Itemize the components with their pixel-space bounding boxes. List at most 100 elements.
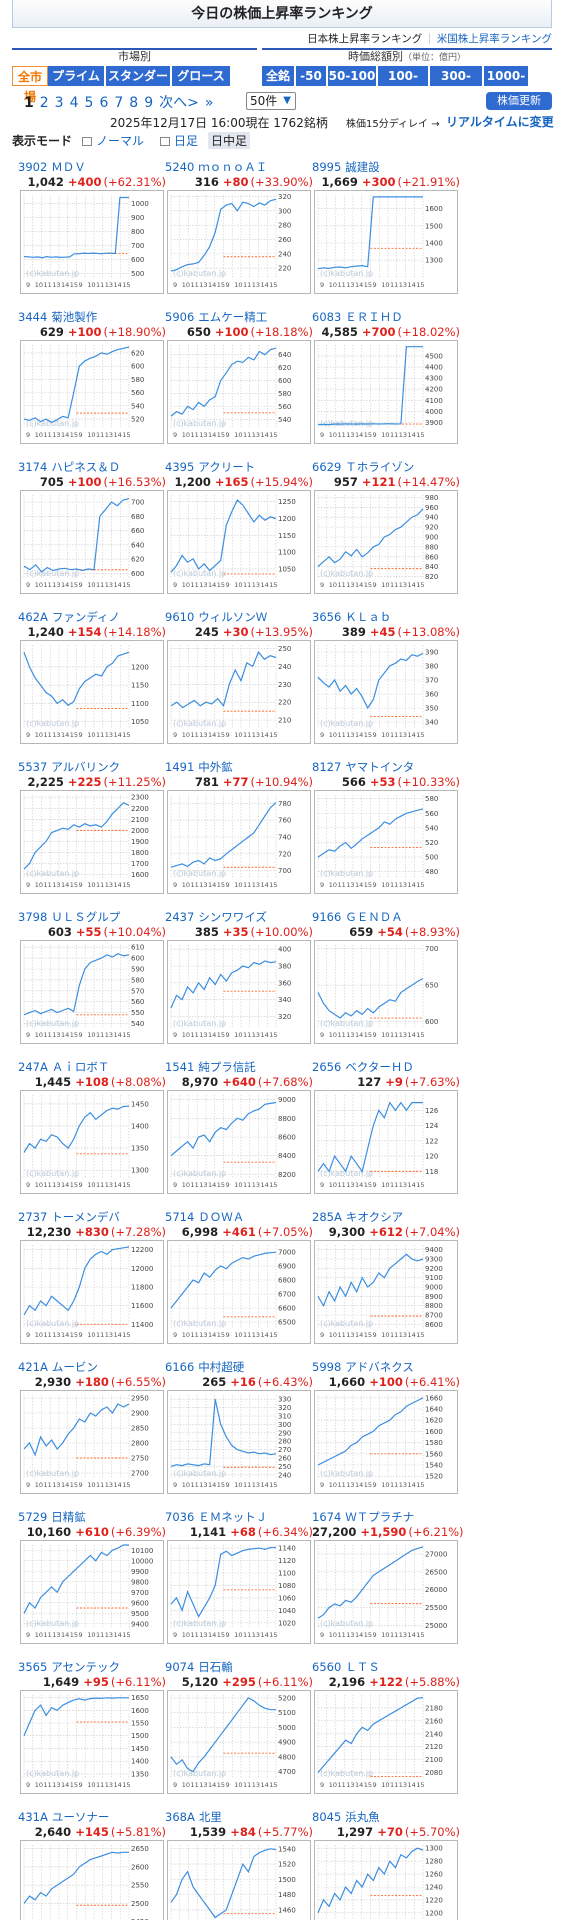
stock-title[interactable]: 431A ユーソナー <box>18 1810 168 1825</box>
intraday-chart[interactable]: 2650260025502500245091011131415910111314… <box>20 1840 164 1920</box>
stock-card[interactable]: 285A キオクシア 9,300 +612 (+7.04%) 9400 9300 9200 91… <box>312 1210 462 1350</box>
stock-card[interactable]: 9166 ＧＥＮＤＡ 659 +54 (+8.93%) 700 650 600 9 10 11 13 1… <box>312 910 462 1050</box>
intraday-chart[interactable]: 700 650 600 9 10 11 13 14 15 9 10 11 13 14 15 (c)kabuta… <box>314 940 458 1044</box>
intraday-chart[interactable]: 980 960 940 920 900 880 860 840 820 9 10 11 13 14 15 9 1… <box>314 490 458 594</box>
intraday-chart[interactable]: 10100 10000 9900 9800 9700 9600 9500 9400 9 10 11 1… <box>20 1540 164 1644</box>
intraday-chart[interactable]: 330 320 310 300 290 280 270 260 250 240 9 10 11 13 14 1… <box>167 1390 311 1494</box>
intraday-chart[interactable]: 250 240 230 220 210 9 10 11 13 14 15 9 10 11 13 14 15 (c)… <box>167 640 311 744</box>
stock-title[interactable]: 9074 日石輸 <box>165 1660 315 1675</box>
stock-title[interactable]: 1541 純プラ信託 <box>165 1060 315 1075</box>
stock-card[interactable]: 5537 アルバリンク 2,225 +225 (+11.25%) 2300 2200 2100… <box>18 760 168 900</box>
stock-card[interactable]: 8995 誠建設 1,669 +300 (+21.91%) 1600 1500 1400 130… <box>312 160 462 300</box>
stock-title[interactable]: 4395 アクリート <box>165 460 315 475</box>
stock-card[interactable]: 6166 中村超硬 265 +16 (+6.43%) 330 320 310 300 290 280… <box>165 1360 315 1500</box>
intraday-chart[interactable]: 27000 26500 26000 25500 25000 9 10 11 13 14 15 9 10 1… <box>314 1540 458 1644</box>
intraday-chart[interactable]: 640 620 600 580 560 540 9 10 11 13 14 15 9 10 11 13 14 15… <box>167 340 311 444</box>
intraday-chart[interactable]: 700 680 660 640 620 600 9 10 11 13 14 15 9 10 11 13 14 15… <box>20 490 164 594</box>
stock-card[interactable]: 3656 ＫＬａｂ 389 +45 (+13.08%) 390 380 370 360 350 34… <box>312 610 462 750</box>
stock-card[interactable]: 5240 ｍｏｎｏＡＩ 316 +80 (+33.90%) 320 300 280 260 240… <box>165 160 315 300</box>
update-prices-button[interactable]: 株価更新 <box>486 92 552 110</box>
stock-card[interactable]: 4395 アクリート 1,200 +165 (+15.94%) 1250 1200 1150 1… <box>165 460 315 600</box>
last-page-link[interactable]: » <box>204 95 214 111</box>
stock-title[interactable]: 8127 ヤマトインタ <box>312 760 462 775</box>
intraday-chart[interactable]: 12200 12000 11800 11600 11400 9 10 11 13 14 15 9 10 1… <box>20 1240 164 1344</box>
stock-title[interactable]: 2737 トーメンデバ <box>18 1210 168 1225</box>
stock-card[interactable]: 5729 日精鉱 10,160 +610 (+6.39%) 10100 10000 9900 9… <box>18 1510 168 1650</box>
stock-card[interactable]: 8127 ヤマトインタ 566 +53 (+10.33%) 580 560 540 520 500… <box>312 760 462 900</box>
stock-card[interactable]: 1541 純プラ信託 8,970 +640 (+7.68%) 9000 8800 8600 84… <box>165 1060 315 1200</box>
next-page-link[interactable]: 次へ> <box>159 95 199 111</box>
stock-card[interactable]: 2737 トーメンデバ 12,230 +830 (+7.28%) 12200 12000 11… <box>18 1210 168 1350</box>
stock-card[interactable]: 3902 ＭＤＶ 1,042 +400 (+62.31%) 1000 900 800 700 60… <box>18 160 168 300</box>
page-link-1[interactable]: 1 <box>24 95 34 111</box>
intraday-chart[interactable]: 1140 1120 1100 1080 1060 1040 1020 9 10 11 13 14 15 9… <box>167 1540 311 1644</box>
stock-card[interactable]: 6083 ＥＲＩＨＤ 4,585 +700 (+18.02%) 4500 4400 4300 4… <box>312 310 462 450</box>
stock-card[interactable]: 247A ＡｉロボＴ 1,445 +108 (+8.08%) 1450 1400 1350 13… <box>18 1060 168 1200</box>
stock-title[interactable]: 5998 アドバネクス <box>312 1360 462 1375</box>
intraday-chart[interactable]: 1540152015001480146014409101113141591011… <box>167 1840 311 1920</box>
intraday-chart[interactable]: 390 380 370 360 350 340 9 10 11 13 14 15 9 10 11 13 14 15… <box>314 640 458 744</box>
stock-title[interactable]: 7036 ＥＭネットＪ <box>165 1510 315 1525</box>
stock-card[interactable]: 7036 ＥＭネットＪ 1,141 +68 (+6.34%) 1140 1120 1100 10… <box>165 1510 315 1650</box>
intraday-chart[interactable]: 320 300 280 260 240 220 9 10 11 13 14 15 9 10 11 13 14 15… <box>167 190 311 294</box>
stock-card[interactable]: 2656 ベクターＨＤ 127 +9 (+7.63%) 126 124 122 120 118 9 1… <box>312 1060 462 1200</box>
stock-card[interactable]: 8045 浜丸魚 1,297 +70 (+5.70%) 1300 1280 1260 1240 1… <box>312 1810 462 1920</box>
page-link-4[interactable]: 4 <box>69 95 79 111</box>
stock-card[interactable]: 1491 中外鉱 781 +77 (+10.94%) 780 760 740 720 700 9 10… <box>165 760 315 900</box>
market-tab-0[interactable]: 全市場 <box>12 66 48 104</box>
stock-card[interactable]: 3565 アセンテック 1,649 +95 (+6.11%) 1650 1600 1550 15… <box>18 1660 168 1800</box>
tier-tab-2[interactable]: 50-100 <box>328 66 378 86</box>
stock-title[interactable]: 9610 ウィルソンＷ <box>165 610 315 625</box>
intraday-chart[interactable]: 4500 4400 4300 4200 4100 4000 3900 9 10 11 13 14 15 9… <box>314 340 458 444</box>
stock-title[interactable]: 1674 ＷＴプラチナ <box>312 1510 462 1525</box>
tier-tab-3[interactable]: 100-300 <box>378 66 430 103</box>
stock-title[interactable]: 6560 ＬＴＳ <box>312 1660 462 1675</box>
stock-card[interactable]: 462A ファンディノ 1,240 +154 (+14.18%) 1200 1150 1100… <box>18 610 168 750</box>
japan-ranking-link[interactable]: 日本株上昇率ランキング <box>307 33 423 45</box>
page-link-2[interactable]: 2 <box>39 95 49 111</box>
stock-title[interactable]: 3656 ＫＬａｂ <box>312 610 462 625</box>
page-link-8[interactable]: 8 <box>129 95 139 111</box>
stock-card[interactable]: 6629 Ｔホライゾン 957 +121 (+14.47%) 980 960 940 920 90… <box>312 460 462 600</box>
stock-card[interactable]: 3174 ハピネス＆Ｄ 705 +100 (+16.53%) 700 680 660 640 62… <box>18 460 168 600</box>
intraday-chart[interactable]: 610 600 590 580 570 560 550 540 9 10 11 13 14 15 9 10 11… <box>20 940 164 1044</box>
stock-title[interactable]: 6166 中村超硬 <box>165 1360 315 1375</box>
stock-card[interactable]: 5998 アドバネクス 1,660 +100 (+6.41%) 1660 1640 1620 1… <box>312 1360 462 1500</box>
market-tab-1[interactable]: プライム <box>48 66 106 86</box>
stock-title[interactable]: 8045 浜丸魚 <box>312 1810 462 1825</box>
intraday-chart[interactable]: 1000 900 800 700 600 500 9 10 11 13 14 15 9 10 11 13 14 1… <box>20 190 164 294</box>
stock-title[interactable]: 3798 ＵＬＳグルプ <box>18 910 168 925</box>
intraday-chart[interactable]: 1200 1150 1100 1050 9 10 11 13 14 15 9 10 11 13 14 15 (c… <box>20 640 164 744</box>
intraday-chart[interactable]: 9400 9300 9200 9100 9000 8900 8800 8700 8600 9 10 1… <box>314 1240 458 1344</box>
stock-title[interactable]: 5240 ｍｏｎｏＡＩ <box>165 160 315 175</box>
intraday-chart[interactable]: 1450 1400 1350 1300 9 10 11 13 14 15 9 10 11 13 14 15 (c… <box>20 1090 164 1194</box>
stock-card[interactable]: 1674 ＷＴプラチナ 27,200 +1,590 (+6.21%) 27000 26500… <box>312 1510 464 1650</box>
stock-title[interactable]: 5729 日精鉱 <box>18 1510 168 1525</box>
page-link-5[interactable]: 5 <box>84 95 94 111</box>
tier-tab-1[interactable]: -50 <box>296 66 328 86</box>
per-page-select[interactable]: 50件 ▼ <box>246 92 296 110</box>
intraday-chart[interactable]: 400 380 360 340 320 9 10 11 13 14 15 9 10 11 13 14 15 (c)… <box>167 940 311 1044</box>
stock-title[interactable]: 5906 エムケー精工 <box>165 310 315 325</box>
intraday-chart[interactable]: 2180 2160 2140 2120 2100 2080 9 10 11 13 14 15 9 10 11… <box>314 1690 458 1794</box>
stock-card[interactable]: 3798 ＵＬＳグルプ 603 +55 (+10.04%) 610 600 590 580 570… <box>18 910 168 1050</box>
intraday-chart[interactable]: 2950 2900 2850 2800 2750 2700 9 10 11 13 14 15 9 10 11… <box>20 1390 164 1494</box>
intraday-chart[interactable]: 2300 2200 2100 2000 1900 1800 1700 1600 9 10 11 13 1… <box>20 790 164 894</box>
stock-card[interactable]: 431A ユーソナー 2,640 +145 (+5.81%) 2650 2600 2550 25… <box>18 1810 168 1920</box>
stock-title[interactable]: 6083 ＥＲＩＨＤ <box>312 310 462 325</box>
stock-title[interactable]: 2656 ベクターＨＤ <box>312 1060 462 1075</box>
intraday-chart[interactable]: 9000 8800 8600 8400 8200 9 10 11 13 14 15 9 10 11 13 14… <box>167 1090 311 1194</box>
stock-title[interactable]: 1491 中外鉱 <box>165 760 315 775</box>
stock-title[interactable]: 3902 ＭＤＶ <box>18 160 168 175</box>
market-tab-3[interactable]: グロース <box>172 66 232 86</box>
stock-title[interactable]: 462A ファンディノ <box>18 610 168 625</box>
stock-title[interactable]: 3565 アセンテック <box>18 1660 168 1675</box>
page-link-3[interactable]: 3 <box>54 95 64 111</box>
us-ranking-link[interactable]: 米国株上昇率ランキング <box>436 33 552 45</box>
intraday-chart[interactable]: 5200 5100 5000 4900 4800 4700 9 10 11 13 14 15 9 10 11… <box>167 1690 311 1794</box>
stock-card[interactable]: 5714 ＤＯＷＡ 6,998 +461 (+7.05%) 7000 6900 6800 670… <box>165 1210 315 1350</box>
intraday-chart[interactable]: 620 600 580 560 540 520 9 10 11 13 14 15 9 10 11 13 14 15… <box>20 340 164 444</box>
stock-title[interactable]: 5537 アルバリンク <box>18 760 168 775</box>
page-link-9[interactable]: 9 <box>144 95 154 111</box>
stock-title[interactable]: 2437 シンワワイズ <box>165 910 315 925</box>
